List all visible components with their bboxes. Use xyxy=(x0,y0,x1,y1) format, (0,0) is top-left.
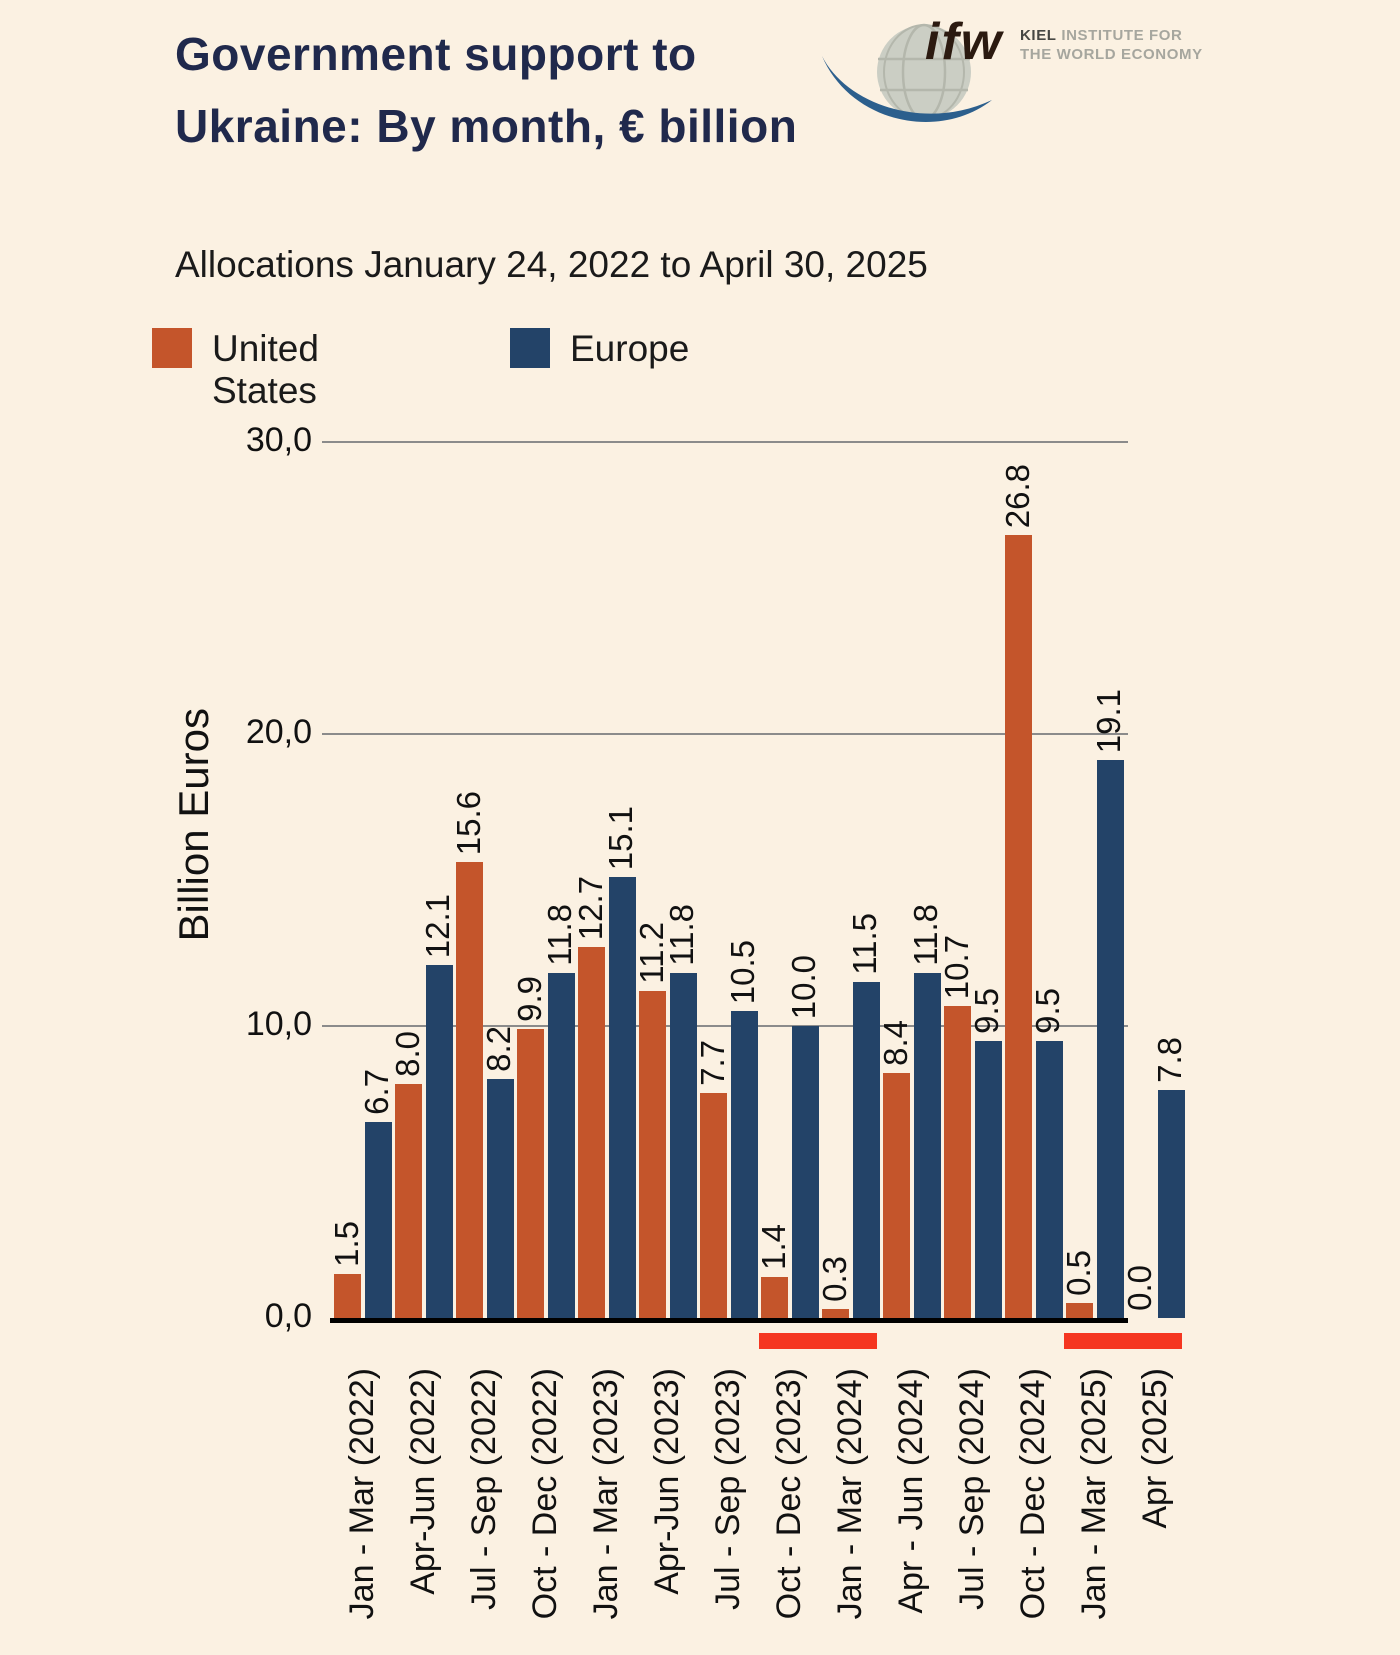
bar-us-4 xyxy=(578,947,605,1318)
bar-value-label: 15.6 xyxy=(449,790,487,855)
x-tick-label: Jul - Sep (2022) xyxy=(464,1368,503,1610)
gridline xyxy=(322,441,1128,443)
ifw-logo-wordmark: ifw xyxy=(925,13,1004,71)
chart-subtitle: Allocations January 24, 2022 to April 30… xyxy=(175,244,928,285)
bar-value-label: 0.5 xyxy=(1059,1250,1097,1296)
x-tick-label: Oct - Dec (2022) xyxy=(525,1368,564,1620)
bar-value-label: 8.4 xyxy=(876,1020,914,1066)
bar-value-label: 6.7 xyxy=(358,1069,395,1115)
kiel-institute-name-bold: KIEL xyxy=(1020,27,1057,44)
bar-value-label: 10.5 xyxy=(724,939,761,1004)
page-title: Government support to Ukraine: By month,… xyxy=(175,28,798,152)
bar-us-7 xyxy=(761,1277,788,1318)
x-tick-label: Jan - Mar (2022) xyxy=(342,1368,381,1620)
bar-value-label: 15.1 xyxy=(602,805,639,870)
y-tick-label: 0,0 xyxy=(264,1297,312,1335)
bar-us-11 xyxy=(1005,535,1032,1318)
bar-value-label: 9.5 xyxy=(968,988,1005,1034)
bar-value-label: 7.8 xyxy=(1151,1037,1188,1083)
legend-swatch-united-states xyxy=(152,328,192,368)
gridline xyxy=(322,733,1128,735)
y-tick-label: 10,0 xyxy=(245,1005,312,1043)
bar-value-label: 8.2 xyxy=(480,1026,517,1072)
bar-value-label: 11.8 xyxy=(541,904,578,966)
bar-us-6 xyxy=(700,1093,727,1318)
x-tick-label: Apr-Jun (2022) xyxy=(403,1368,442,1595)
x-tick-label: Apr - Jun (2024) xyxy=(891,1368,930,1614)
x-tick-label: Jan - Mar (2024) xyxy=(830,1368,869,1620)
bar-value-label: 1.4 xyxy=(754,1224,792,1270)
x-tick-label: Apr-Jun (2023) xyxy=(647,1368,686,1595)
bar-value-label: 11.8 xyxy=(663,904,700,966)
kiel-institute-name: KIEL INSTITUTE FOR THE WORLD ECONOMY xyxy=(1020,27,1203,63)
bar-value-label: 9.5 xyxy=(1029,988,1066,1034)
bar-europe-5 xyxy=(669,973,697,1318)
bar-value-label: 1.5 xyxy=(327,1221,365,1267)
bar-value-label: 7.7 xyxy=(693,1040,731,1086)
bar-us-2 xyxy=(456,862,483,1318)
x-tick-label: Oct - Dec (2023) xyxy=(769,1368,808,1620)
bar-value-label: 10.0 xyxy=(785,954,822,1019)
x-tick-label: Jul - Sep (2023) xyxy=(708,1368,747,1610)
bar-europe-8 xyxy=(852,982,880,1318)
y-tick-label: 30,0 xyxy=(245,421,312,459)
bar-value-label: 9.9 xyxy=(510,976,548,1022)
bar-value-label: 0.0 xyxy=(1120,1265,1158,1311)
x-tick-label: Oct - Dec (2024) xyxy=(1013,1368,1052,1620)
bar-us-8 xyxy=(822,1309,849,1318)
bar-value-label: 11.5 xyxy=(846,913,883,975)
bar-value-label: 0.3 xyxy=(815,1256,853,1302)
x-tick-label: Jul - Sep (2024) xyxy=(952,1368,991,1610)
bar-us-5 xyxy=(639,991,666,1318)
bar-europe-11 xyxy=(1035,1041,1063,1318)
bar-us-0 xyxy=(334,1274,361,1318)
x-tick-label: Jan - Mar (2025) xyxy=(1074,1368,1113,1620)
bar-europe-0 xyxy=(364,1122,392,1318)
bar-value-label: 26.8 xyxy=(998,463,1036,528)
highlight-underline-1 xyxy=(759,1333,877,1349)
globe-icon xyxy=(822,23,992,123)
x-tick-label: Apr (2025) xyxy=(1135,1368,1174,1529)
bar-us-9 xyxy=(883,1073,910,1318)
bar-europe-9 xyxy=(913,973,941,1318)
bar-europe-1 xyxy=(425,965,453,1318)
bar-europe-6 xyxy=(730,1011,758,1318)
x-tick-label: Jan - Mar (2023) xyxy=(586,1368,625,1620)
bar-us-3 xyxy=(517,1029,544,1318)
bar-us-1 xyxy=(395,1084,422,1318)
bar-europe-12 xyxy=(1096,760,1124,1318)
bar-value-label: 11.8 xyxy=(907,904,944,966)
y-tick-label: 20,0 xyxy=(245,713,312,751)
gridline xyxy=(322,1025,1128,1027)
bar-europe-10 xyxy=(974,1041,1002,1318)
bar-europe-13 xyxy=(1157,1090,1185,1318)
highlight-underline-2 xyxy=(1064,1333,1182,1349)
legend-swatch-europe xyxy=(510,328,550,368)
bar-europe-2 xyxy=(486,1079,514,1318)
bar-value-label: 19.1 xyxy=(1090,688,1127,753)
bar-europe-7 xyxy=(791,1026,819,1318)
bar-europe-4 xyxy=(608,877,636,1318)
bar-value-label: 12.1 xyxy=(419,893,456,958)
legend-label-europe: Europe xyxy=(570,328,690,369)
legend-label-united-states: United States xyxy=(212,328,319,411)
bar-europe-3 xyxy=(547,973,575,1318)
bar-us-12 xyxy=(1066,1303,1093,1318)
x-axis-line xyxy=(330,1318,1128,1323)
bar-us-10 xyxy=(944,1006,971,1318)
